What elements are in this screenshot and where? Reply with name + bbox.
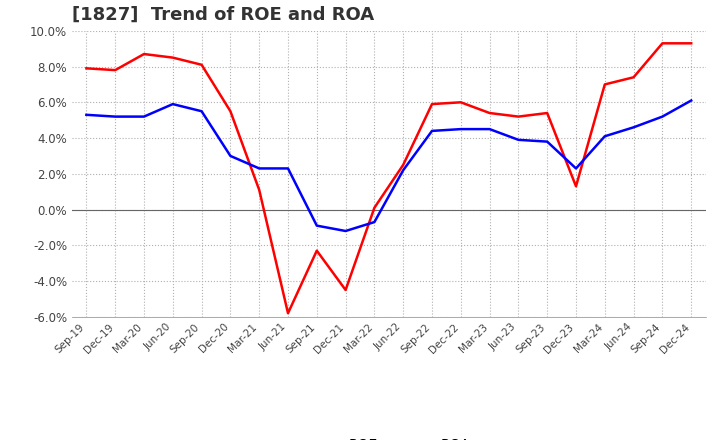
ROE xyxy=(600,82,609,87)
ROE xyxy=(341,287,350,293)
ROA xyxy=(629,125,638,130)
ROE xyxy=(140,51,148,57)
ROA xyxy=(197,109,206,114)
ROA xyxy=(168,102,177,107)
ROA xyxy=(456,126,465,132)
ROA xyxy=(658,114,667,119)
Legend: ROE, ROA: ROE, ROA xyxy=(302,433,476,440)
ROE xyxy=(82,66,91,71)
Line: ROE: ROE xyxy=(86,43,691,313)
ROE xyxy=(485,110,494,116)
ROA xyxy=(600,134,609,139)
ROE xyxy=(514,114,523,119)
ROA xyxy=(140,114,148,119)
ROE xyxy=(543,110,552,116)
ROA xyxy=(485,126,494,132)
ROE xyxy=(629,75,638,80)
ROA xyxy=(82,112,91,117)
ROA xyxy=(312,223,321,228)
ROE xyxy=(658,40,667,46)
ROA xyxy=(428,128,436,133)
ROA xyxy=(284,166,292,171)
ROA xyxy=(572,166,580,171)
ROA xyxy=(399,168,408,173)
ROE xyxy=(168,55,177,60)
ROE xyxy=(255,187,264,193)
ROE xyxy=(284,311,292,316)
ROA xyxy=(226,153,235,158)
ROE xyxy=(456,99,465,105)
ROA xyxy=(370,220,379,225)
ROA xyxy=(341,228,350,234)
ROE xyxy=(572,183,580,189)
ROE xyxy=(226,109,235,114)
Text: [1827]  Trend of ROE and ROA: [1827] Trend of ROE and ROA xyxy=(72,6,374,24)
ROA xyxy=(687,98,696,103)
ROE xyxy=(687,40,696,46)
ROE xyxy=(111,67,120,73)
ROE xyxy=(312,248,321,253)
ROA xyxy=(255,166,264,171)
ROA xyxy=(111,114,120,119)
ROA xyxy=(543,139,552,144)
ROE xyxy=(428,102,436,107)
ROE xyxy=(399,162,408,168)
ROE xyxy=(370,205,379,210)
ROA xyxy=(514,137,523,143)
ROE xyxy=(197,62,206,67)
Line: ROA: ROA xyxy=(86,100,691,231)
